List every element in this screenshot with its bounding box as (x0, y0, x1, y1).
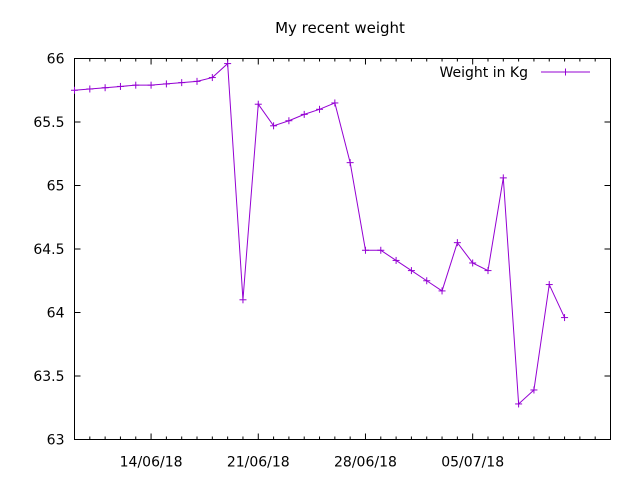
data-point-marker (208, 74, 216, 82)
data-point-marker (545, 281, 553, 289)
data-point-marker (116, 82, 124, 90)
series-layer (71, 60, 569, 408)
x-axis: 14/06/18 21/06/18 28/06/18 05/07/18 (89, 58, 596, 471)
data-point-marker (392, 256, 400, 264)
data-point-marker (224, 60, 232, 68)
chart-title: My recent weight (275, 19, 405, 37)
data-point-marker (86, 85, 94, 93)
data-point-marker (178, 79, 186, 87)
y-tick-label: 63.5 (33, 369, 64, 385)
x-tick-label: 14/06/18 (120, 455, 183, 471)
y-tick-label: 63 (47, 433, 65, 449)
x-tick-label: 05/07/18 (441, 455, 504, 471)
x-tick-label: 28/06/18 (334, 455, 397, 471)
data-point-marker (132, 81, 140, 89)
data-point-marker (254, 100, 262, 108)
data-point-marker (239, 296, 247, 304)
y-tick-label: 65 (47, 179, 65, 195)
data-point-marker (453, 239, 461, 247)
data-point-marker (407, 267, 415, 275)
data-point-marker (71, 86, 78, 94)
data-point-marker (530, 386, 538, 394)
data-point-marker (300, 110, 308, 118)
series-line (74, 62, 566, 406)
y-axis: 63 63.5 64 64.5 65 65.5 66 (33, 52, 611, 449)
data-point-marker (101, 84, 109, 92)
legend: Weight in Kg (439, 65, 590, 81)
plot-area-border (74, 58, 611, 440)
x-tick-label: 21/06/18 (227, 455, 290, 471)
data-point-marker (423, 277, 431, 285)
data-point-marker (469, 259, 477, 267)
y-tick-label: 64.5 (33, 242, 64, 258)
data-point-marker (561, 314, 569, 322)
data-point-marker (270, 122, 278, 130)
data-point-marker (331, 99, 339, 107)
legend-label: Weight in Kg (439, 65, 528, 81)
data-point-marker (361, 246, 369, 254)
y-tick-label: 64 (47, 306, 65, 322)
data-point-marker (147, 81, 155, 89)
data-point-marker (285, 117, 293, 125)
y-tick-label: 65.5 (33, 115, 64, 131)
data-point-marker (515, 400, 523, 408)
data-point-marker (162, 80, 170, 88)
data-point-marker (438, 287, 446, 295)
legend-marker (562, 68, 569, 76)
data-point-marker (484, 267, 492, 275)
data-point-marker (499, 174, 507, 182)
data-point-marker (346, 159, 354, 167)
data-point-marker (316, 105, 324, 113)
y-tick-label: 66 (47, 52, 65, 68)
data-point-marker (377, 246, 385, 254)
data-point-marker (193, 77, 201, 85)
